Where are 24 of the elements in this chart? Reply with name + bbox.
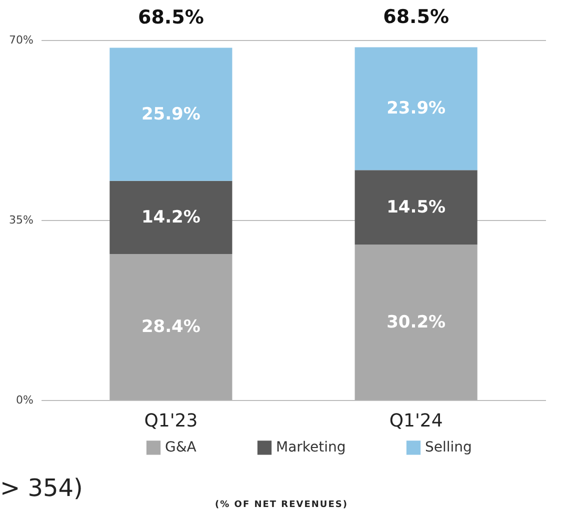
bar [110,48,232,181]
data-label: 25.9% [141,104,200,124]
total-label: 68.5% [383,6,450,28]
bar [110,254,232,400]
bar [110,180,232,254]
data-label: 28.4% [141,316,200,337]
text: > 354) [0,474,83,502]
text: (% OF NET REVENUES) [215,500,348,510]
x-tick-label: Q1'24 [389,410,443,432]
legend-label: Selling [425,440,472,456]
bar [354,170,478,245]
x-tick-label: Q1'23 [144,410,198,432]
y-tick-label: 0% [16,394,34,406]
legend-label: G&A [165,440,197,456]
legend-label: Marketing [276,440,346,456]
data-label: 14.5% [386,197,446,218]
y-tick-label: 70% [9,34,34,46]
data-label: 30.2% [386,312,446,332]
data-label: 23.9% [386,98,446,119]
data-label: 14.2% [141,207,200,228]
bar [354,47,478,170]
total-label: 68.5% [138,6,204,29]
y-tick-label: 35% [9,214,34,226]
bar [354,244,478,400]
